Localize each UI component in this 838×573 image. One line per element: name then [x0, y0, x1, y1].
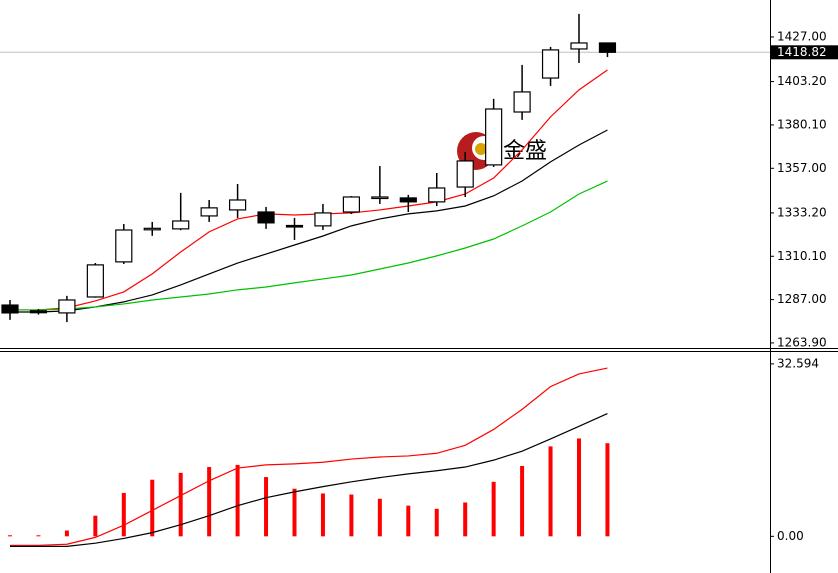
candle-body: [58, 299, 76, 314]
histogram-bar: [93, 515, 98, 537]
y-tick-label: 32.594: [777, 356, 819, 370]
y-tick-label: 1403.20: [777, 74, 827, 88]
candle-body: [1, 304, 19, 314]
histogram-bar: [434, 508, 439, 537]
histogram-bar: [292, 488, 297, 537]
histogram-bar: [377, 498, 382, 537]
histogram-bar: [520, 465, 525, 537]
current-price-box: [771, 45, 838, 60]
histogram-bar: [207, 467, 212, 537]
indicator-line: [10, 69, 608, 311]
y-tick-label: 1427.00: [777, 29, 827, 43]
histogram-bar: [548, 446, 553, 537]
histogram-bar: [64, 530, 69, 537]
candle-body: [314, 212, 332, 227]
candle-body: [570, 42, 588, 50]
logo-dot: [475, 143, 487, 155]
indicator-line: [10, 180, 608, 311]
candle-body: [143, 227, 161, 231]
candle-body: [29, 310, 48, 314]
candle-body: [172, 220, 190, 230]
candle-body: [86, 264, 104, 298]
y-tick-label: 1333.20: [777, 205, 827, 219]
candle-body: [456, 160, 474, 188]
histogram-bar: [235, 464, 240, 537]
watermark: 金盛: [503, 139, 547, 164]
histogram-bar: [605, 443, 610, 537]
histogram-bar: [8, 535, 12, 537]
y-tick-label: 1310.10: [777, 249, 827, 263]
candle-body: [513, 91, 531, 113]
indicator-line: [10, 413, 608, 547]
histogram-bar: [150, 479, 155, 537]
histogram-bar: [491, 481, 496, 537]
indicator-line: [10, 367, 608, 546]
candle-body: [371, 196, 389, 200]
histogram-bar: [577, 438, 581, 537]
y-tick-label: 1263.90: [777, 335, 827, 349]
histogram-bar: [121, 492, 126, 537]
histogram-bar: [264, 477, 269, 537]
candle-body: [598, 42, 617, 53]
histogram-bar: [349, 494, 354, 537]
candle-body: [200, 207, 218, 217]
histogram-bar: [406, 505, 411, 537]
histogram-bar: [178, 472, 183, 537]
candle-body: [257, 211, 275, 224]
candle-body: [399, 197, 417, 203]
candle-body: [428, 187, 446, 203]
candle-body: [342, 196, 360, 213]
histogram-bar: [36, 535, 41, 537]
y-tick-label: 0.00: [777, 529, 804, 543]
indicator-line: [10, 129, 608, 313]
histogram-bar: [463, 502, 468, 537]
y-tick-label: 1357.00: [777, 161, 827, 175]
candle-body: [229, 199, 247, 211]
current-price-label: 1418.82: [777, 45, 827, 59]
y-tick-label: 1380.10: [777, 117, 827, 131]
candle-body: [285, 224, 304, 228]
candle-body: [115, 229, 133, 263]
candle-body: [485, 108, 503, 166]
y-tick-label: 1287.00: [777, 292, 827, 306]
candle-body: [541, 49, 560, 79]
histogram-bar: [320, 493, 325, 537]
